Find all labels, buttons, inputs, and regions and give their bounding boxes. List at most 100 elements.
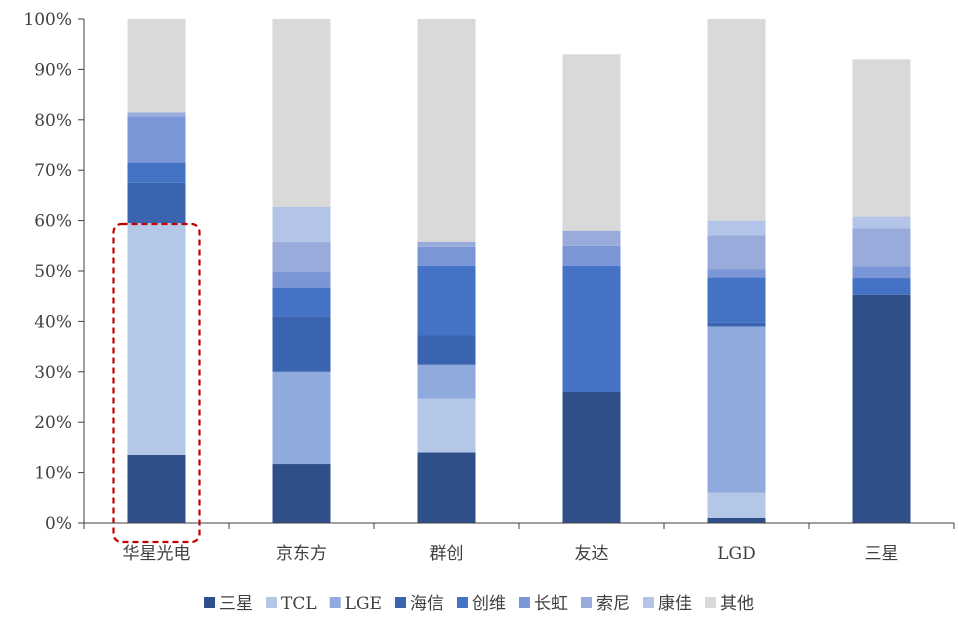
x-axis: 华星光电 京东方 群创 友达 LGD 三星 — [83, 522, 955, 564]
bar-segment-2 — [707, 326, 766, 493]
bar-segment-1 — [417, 398, 476, 453]
bar-segment-2 — [272, 371, 331, 465]
bar-segment-8 — [852, 59, 911, 217]
bar-segment-3 — [417, 335, 476, 365]
x-category-label: 京东方 — [276, 544, 327, 564]
y-tick-label: 100% — [23, 10, 72, 30]
bar-segment-8 — [562, 54, 621, 231]
bar-segment-7 — [852, 216, 911, 229]
highlight-dashed-box — [112, 222, 201, 544]
bar-segment-8 — [127, 19, 186, 113]
bar-segment-6 — [562, 230, 621, 246]
bar-segment-6 — [272, 241, 331, 273]
y-tick-label: 60% — [34, 212, 72, 232]
legend-label: 三星 — [219, 594, 253, 614]
y-tick-label: 80% — [34, 111, 72, 131]
legend-swatch — [204, 597, 216, 608]
bar-segment-5 — [562, 245, 621, 266]
bar-segment-5 — [852, 266, 911, 279]
bar-segment-2 — [417, 364, 476, 399]
x-category-label: 华星光电 — [123, 544, 191, 564]
bar-segment-0 — [852, 294, 911, 523]
legend-label: TCL — [281, 594, 317, 614]
highlight-box — [112, 222, 201, 544]
legend-item: 其他 — [704, 594, 754, 614]
bar-segment-4 — [417, 265, 476, 336]
legend-label: 索尼 — [596, 594, 630, 614]
bar-stack-3 — [562, 54, 621, 523]
legend-swatch — [704, 597, 716, 608]
bar-segment-1 — [707, 492, 766, 518]
bar-segment-3 — [707, 322, 766, 327]
legend-swatch — [456, 597, 468, 608]
bar-segment-5 — [127, 116, 186, 163]
legend-item: 创维 — [456, 594, 506, 614]
bar-stack-1 — [272, 19, 331, 523]
legend-label: 长虹 — [534, 594, 568, 614]
y-tick-label: 20% — [34, 413, 72, 433]
y-tick-label: 70% — [34, 161, 72, 181]
bar-segment-5 — [417, 246, 476, 266]
y-tick-label: 30% — [34, 363, 72, 383]
bar-segment-0 — [417, 452, 476, 523]
bar-segment-7 — [707, 220, 766, 236]
legend-swatch — [518, 597, 530, 608]
bar-segment-0 — [562, 391, 621, 523]
bar-segment-4 — [127, 162, 186, 183]
bar-segment-3 — [127, 182, 186, 224]
legend-item: 索尼 — [580, 594, 630, 614]
bar-segment-8 — [272, 19, 331, 207]
y-tick-label: 0% — [45, 514, 72, 534]
legend-item: TCL — [266, 594, 317, 614]
bar-segment-6 — [852, 228, 911, 267]
legend-swatch — [394, 597, 406, 608]
bar-segment-0 — [272, 464, 331, 523]
legend-swatch — [266, 597, 278, 608]
bar-segment-1 — [127, 223, 186, 455]
legend-swatch — [642, 597, 654, 608]
bar-segment-4 — [707, 277, 766, 323]
legend-label: 创维 — [472, 594, 506, 614]
bar-segment-4 — [562, 265, 621, 392]
bar-stack-2 — [417, 19, 476, 523]
x-category-label: 友达 — [575, 544, 609, 564]
y-tick-label: 10% — [34, 464, 72, 484]
legend: 三星 TCL LGE 海信 创维 长虹 索尼 康佳 其他 — [204, 594, 754, 614]
bars — [127, 19, 911, 523]
bar-segment-3 — [272, 316, 331, 372]
bar-segment-4 — [852, 278, 911, 295]
legend-label: 海信 — [410, 594, 444, 614]
legend-swatch — [329, 597, 341, 608]
bar-segment-0 — [707, 517, 766, 523]
bar-segment-8 — [707, 19, 766, 221]
legend-label: 康佳 — [658, 594, 692, 614]
bar-segment-6 — [707, 235, 766, 270]
bar-stack-5 — [852, 59, 911, 523]
legend-swatch — [580, 597, 592, 608]
bar-stack-0 — [127, 19, 186, 523]
legend-item: 三星 — [204, 594, 253, 614]
bar-segment-4 — [272, 287, 331, 317]
legend-item: 长虹 — [518, 594, 568, 614]
x-category-label: LGD — [717, 544, 756, 564]
legend-item: 康佳 — [642, 594, 692, 614]
y-tick-label: 90% — [34, 60, 72, 80]
legend-label: LGE — [345, 594, 382, 614]
bar-segment-0 — [127, 454, 186, 523]
legend-label: 其他 — [720, 594, 754, 614]
bar-segment-5 — [707, 269, 766, 278]
bar-segment-6 — [417, 241, 476, 247]
legend-item: LGE — [329, 594, 382, 614]
bar-segment-7 — [272, 206, 331, 242]
y-tick-label: 40% — [34, 312, 72, 332]
x-category-label: 三星 — [865, 544, 899, 564]
bar-segment-8 — [417, 19, 476, 242]
y-axis: 0% 10% 20% 30% 40% 50% 60% 70% 80% 90% 100% — [23, 10, 85, 534]
bar-segment-6 — [127, 112, 186, 117]
bar-segment-5 — [272, 272, 331, 288]
x-category-label: 群创 — [430, 544, 464, 564]
legend-item: 海信 — [394, 594, 444, 614]
bar-stack-4 — [707, 19, 766, 523]
y-tick-label: 50% — [34, 262, 72, 282]
